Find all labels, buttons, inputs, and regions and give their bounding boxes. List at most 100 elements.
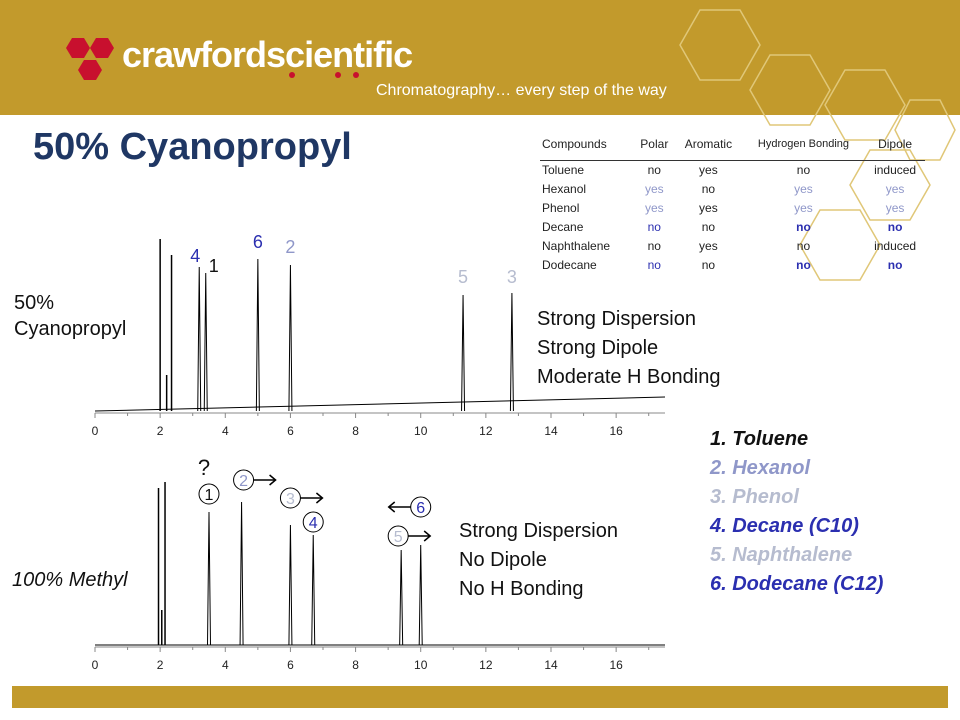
peak-label-circle	[302, 511, 324, 533]
peak-label-circle	[198, 483, 220, 505]
table-cell: no	[796, 239, 811, 253]
table-cell: Dodecane	[542, 258, 597, 272]
table-cell: no	[647, 239, 661, 253]
slide-title: 50% Cyanopropyl	[33, 126, 352, 168]
table-cell: yes	[699, 163, 718, 177]
peak-2	[288, 264, 293, 412]
description-line: No Dipole	[459, 549, 547, 571]
table-cell: yes	[794, 182, 813, 196]
x-tick-label: 8	[352, 424, 359, 438]
peak-2	[239, 501, 244, 646]
table-cell: yes	[699, 201, 718, 215]
peak-5	[461, 294, 466, 412]
peak-label: 1	[209, 256, 219, 276]
peak-label: 3	[507, 267, 517, 287]
x-tick-label: 16	[609, 424, 623, 438]
description-line: Strong Dipole	[537, 337, 659, 359]
table-cell: no	[701, 258, 716, 272]
brand-name: crawfordscientific	[122, 34, 413, 75]
x-tick-label: 10	[414, 424, 428, 438]
properties-table: Compounds Polar Aromatic Hydrogen Bondin…	[540, 128, 930, 275]
header-band	[0, 0, 960, 115]
top-description: Strong Dispersion Strong Dipole Moderate…	[537, 305, 720, 392]
x-tick-label: 12	[479, 658, 493, 672]
top-chromatogram: 0 2 4 6 8 10 12 14 164 16 25 3	[92, 232, 666, 438]
logo-icon	[66, 38, 114, 80]
peak-3	[288, 524, 293, 646]
x-tick-label: 2	[157, 658, 164, 672]
table-row: Phenol yes yes yes yes	[540, 199, 925, 218]
baseline	[94, 396, 666, 412]
peak-label: 3	[286, 491, 295, 508]
arrow-head	[423, 530, 432, 542]
table-cell: yes	[644, 201, 664, 215]
column-header: Dipole	[865, 128, 925, 161]
table-cell: yes	[885, 201, 905, 215]
table-row: Dodecane no no no no	[540, 256, 925, 275]
x-tick-label: 10	[414, 658, 428, 672]
x-tick-label: 16	[609, 658, 623, 672]
peak-1	[203, 272, 208, 412]
table-row: Naphthalene no yes no induced	[540, 237, 925, 256]
peak-label: 4	[309, 515, 318, 532]
peak-6	[418, 544, 423, 646]
peak-3	[509, 292, 514, 412]
table-cell: Phenol	[542, 201, 580, 215]
table-header-row: Compounds Polar Aromatic Hydrogen Bondin…	[540, 128, 925, 161]
bottom-description: Strong Dispersion No Dipole No H Bonding	[459, 517, 618, 604]
x-tick-label: 14	[544, 424, 558, 438]
table-row: Toluene no yes no induced	[540, 161, 925, 181]
legend-item: 6. Dodecane (C12)	[710, 573, 884, 595]
table-cell: no	[701, 220, 716, 234]
x-tick-label: 4	[222, 424, 229, 438]
peak-label: 2	[285, 237, 295, 257]
legend-item: 5. Naphthalene	[710, 544, 853, 566]
description-line: No H Bonding	[459, 578, 584, 600]
tagline: Chromatography… every step of the way	[376, 82, 667, 99]
table-cell: yes	[644, 182, 664, 196]
peak-label: 6	[416, 500, 425, 517]
peak-label: 5	[394, 529, 403, 546]
legend-item: 1. Toluene	[710, 428, 809, 450]
column-header: Aromatic	[675, 128, 742, 161]
legend-item: 3. Phenol	[710, 486, 799, 508]
table-cell: yes	[699, 239, 718, 253]
table-cell: Toluene	[542, 163, 585, 177]
brand-dots	[289, 72, 359, 78]
arrow-head	[269, 474, 277, 486]
table-cell: Naphthalene	[542, 239, 611, 253]
table-cell: induced	[874, 239, 917, 253]
column-header: Hydrogen Bonding	[741, 128, 866, 161]
peak-4	[311, 534, 316, 646]
x-tick-label: 12	[479, 424, 493, 438]
table-cell: no	[796, 163, 811, 177]
table-cell: induced	[874, 163, 917, 177]
peak-1	[207, 511, 211, 646]
x-tick-label: 0	[92, 658, 99, 672]
peak-label: 2	[239, 473, 248, 490]
x-tick-label: 6	[287, 424, 294, 438]
table-cell: no	[701, 182, 716, 196]
table-cell: Hexanol	[542, 182, 587, 196]
description-line: Strong Dispersion	[459, 520, 618, 542]
description-line: Strong Dispersion	[537, 308, 696, 330]
legend-item: 4. Decane (C10)	[710, 515, 859, 537]
column-header: Polar	[633, 128, 676, 161]
table-row: Hexanol yes no yes yes	[540, 180, 925, 199]
table-cell: no	[647, 220, 661, 234]
column-header: Compounds	[540, 128, 634, 161]
peak-label: 1	[205, 487, 214, 504]
peak-5	[399, 549, 404, 646]
peak-label: 5	[458, 267, 468, 287]
table-cell: Decane	[542, 220, 584, 234]
x-tick-label: 8	[352, 658, 359, 672]
peak-label: 4	[190, 246, 200, 266]
arrow-head	[387, 501, 396, 513]
table-cell: no	[796, 258, 811, 272]
x-tick-label: 4	[222, 658, 229, 672]
peak-label: 6	[253, 232, 263, 252]
x-tick-label: 14	[544, 658, 558, 672]
x-tick-label: 0	[92, 424, 99, 438]
top-chart-label: 50% Cyanopropyl	[14, 292, 127, 340]
